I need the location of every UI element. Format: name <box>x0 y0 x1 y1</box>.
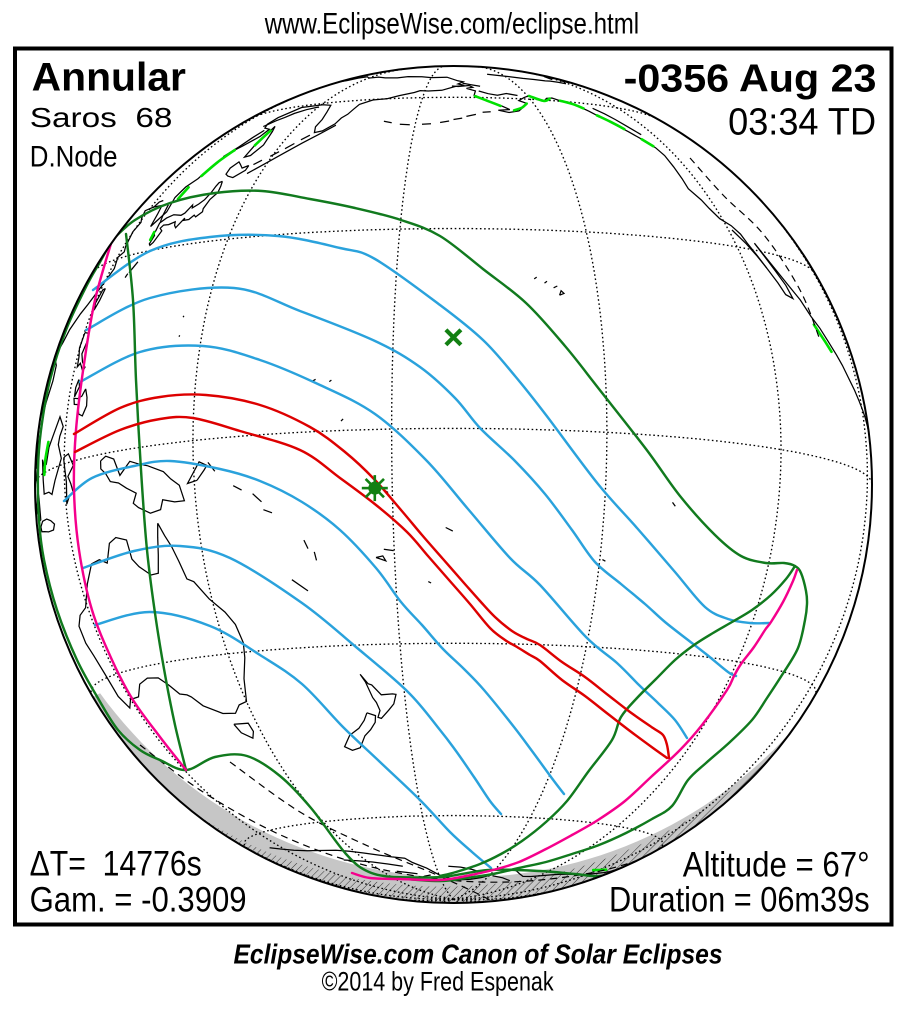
svg-text:Altitude = 67°: Altitude = 67° <box>683 846 870 885</box>
svg-text:Gam. = -0.3909: Gam. = -0.3909 <box>30 880 247 919</box>
svg-text:www.EclipseWise.com/eclipse.ht: www.EclipseWise.com/eclipse.html <box>264 7 639 40</box>
svg-text:Saros 68: Saros 68 <box>30 102 173 133</box>
svg-text:03:34 TD: 03:34 TD <box>728 101 876 143</box>
svg-text:-0356 Aug 23: -0356 Aug 23 <box>624 57 877 100</box>
svg-text:D.Node: D.Node <box>30 141 118 174</box>
svg-text:EclipseWise.com Canon of Solar: EclipseWise.com Canon of Solar Eclipses <box>234 939 723 970</box>
svg-text:Duration = 06m39s: Duration = 06m39s <box>609 881 870 920</box>
svg-text:©2014 by Fred Espenak: ©2014 by Fred Espenak <box>322 967 554 997</box>
svg-text:Annular: Annular <box>32 56 186 100</box>
svg-text:ΔT= 14776s: ΔT= 14776s <box>30 845 202 884</box>
